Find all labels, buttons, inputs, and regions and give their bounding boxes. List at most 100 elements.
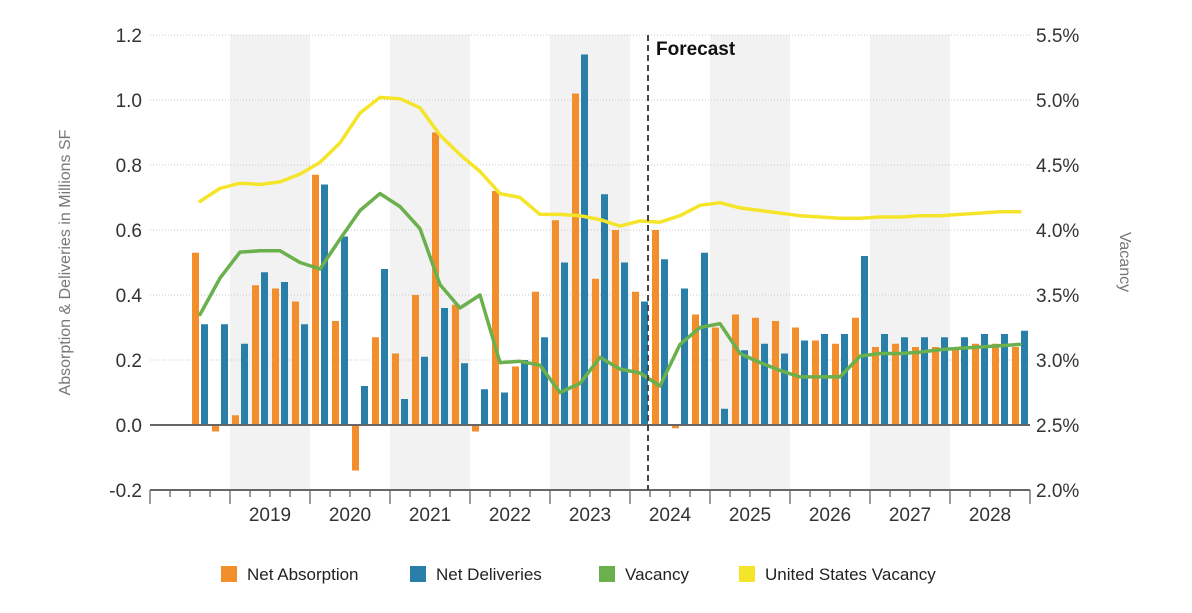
bar-net-absorption xyxy=(532,291,539,425)
bar-net-absorption xyxy=(612,230,619,425)
bar-net-deliveries xyxy=(421,356,428,425)
bar-net-absorption xyxy=(912,347,919,425)
bar-net-absorption xyxy=(872,347,879,425)
legend-swatch xyxy=(739,566,755,582)
bar-net-deliveries xyxy=(221,324,228,425)
bar-net-absorption xyxy=(352,425,359,471)
bar-net-deliveries xyxy=(741,350,748,425)
bar-net-deliveries xyxy=(201,324,208,425)
bar-net-absorption xyxy=(552,220,559,425)
bar-net-deliveries xyxy=(661,259,668,425)
y-tick-label: 0.4 xyxy=(116,286,143,307)
bar-net-deliveries xyxy=(861,256,868,425)
bar-net-deliveries xyxy=(461,363,468,425)
y-tick-label: 1.0 xyxy=(116,91,142,112)
bar-net-absorption xyxy=(672,425,679,429)
bar-net-deliveries xyxy=(481,389,488,425)
bar-net-deliveries xyxy=(341,236,348,425)
line-series xyxy=(198,95,1022,395)
x-tick-label: 2026 xyxy=(809,505,851,526)
y2-tick-label: 3.0% xyxy=(1036,351,1079,372)
bar-net-deliveries xyxy=(621,262,628,425)
bar-net-deliveries xyxy=(821,334,828,425)
y-tick-label: 0.2 xyxy=(116,351,142,372)
y2-tick-label: 4.5% xyxy=(1036,156,1079,177)
bar-net-deliveries xyxy=(601,194,608,425)
y2-tick-label: 3.5% xyxy=(1036,286,1079,307)
bar-net-deliveries xyxy=(1021,330,1028,425)
bar-net-absorption xyxy=(852,317,859,425)
bar-net-absorption xyxy=(832,343,839,425)
bar-net-absorption xyxy=(652,230,659,425)
bar-net-deliveries xyxy=(301,324,308,425)
bar-net-absorption xyxy=(812,340,819,425)
bar-net-absorption xyxy=(992,343,999,425)
bar-net-absorption xyxy=(952,347,959,425)
bar-net-deliveries xyxy=(441,308,448,425)
y-tick-label: 0.0 xyxy=(116,416,142,437)
bar-net-deliveries xyxy=(961,337,968,425)
legend-label: Net Deliveries xyxy=(436,565,542,584)
bar-net-deliveries xyxy=(281,282,288,425)
y-tick-label: 0.6 xyxy=(116,221,142,242)
bar-net-deliveries xyxy=(841,334,848,425)
bar-net-deliveries xyxy=(801,340,808,425)
y2-tick-label: 5.5% xyxy=(1036,26,1079,47)
bar-net-absorption xyxy=(432,132,439,425)
bar-net-absorption xyxy=(772,321,779,425)
legend-label: Net Absorption xyxy=(247,565,359,584)
forecast-marker: Forecast xyxy=(647,35,736,490)
bar-net-deliveries xyxy=(701,252,708,425)
bar-net-deliveries xyxy=(541,337,548,425)
line-vacancy xyxy=(198,191,1022,395)
x-tick-label: 2019 xyxy=(249,505,291,526)
bar-net-absorption xyxy=(312,174,319,425)
bar-net-absorption xyxy=(732,314,739,425)
x-tick-label: 2020 xyxy=(329,505,371,526)
y-tick-label: -0.2 xyxy=(109,481,142,502)
bar-net-absorption xyxy=(752,317,759,425)
bar-net-deliveries xyxy=(921,337,928,425)
x-tick-label: 2022 xyxy=(489,505,531,526)
bar-net-absorption xyxy=(932,347,939,425)
line-united-states-vacancy xyxy=(198,95,1022,228)
y2-tick-label: 5.0% xyxy=(1036,91,1079,112)
legend-label: United States Vacancy xyxy=(765,565,936,584)
bar-net-deliveries xyxy=(381,269,388,425)
bar-net-absorption xyxy=(452,304,459,425)
bar-net-absorption xyxy=(232,415,239,425)
bar-net-deliveries xyxy=(241,343,248,425)
bar-net-deliveries xyxy=(361,386,368,425)
bar-net-absorption xyxy=(212,425,219,432)
bar-series xyxy=(192,54,1028,471)
bar-net-deliveries xyxy=(781,353,788,425)
y2-tick-label: 2.0% xyxy=(1036,481,1079,502)
x-tick-label: 2023 xyxy=(569,505,611,526)
bar-net-absorption xyxy=(492,191,499,425)
bar-net-absorption xyxy=(412,295,419,425)
y2-tick-label: 2.5% xyxy=(1036,416,1079,437)
bar-net-absorption xyxy=(1012,347,1019,425)
bar-net-absorption xyxy=(392,353,399,425)
y2-axis-title: Vacancy xyxy=(1116,232,1133,292)
bar-net-absorption xyxy=(972,343,979,425)
bar-net-absorption xyxy=(252,285,259,425)
bar-net-absorption xyxy=(472,425,479,432)
bar-net-absorption xyxy=(892,343,899,425)
bar-net-absorption xyxy=(372,337,379,425)
legend: Net Absorption Net Deliveries Vacancy Unite… xyxy=(221,565,936,584)
bar-net-deliveries xyxy=(321,184,328,425)
x-tick-label: 2027 xyxy=(889,505,931,526)
bar-net-absorption xyxy=(692,314,699,425)
y-tick-label: 1.2 xyxy=(116,26,142,47)
bar-net-deliveries xyxy=(561,262,568,425)
bar-net-deliveries xyxy=(681,288,688,425)
bar-net-deliveries xyxy=(521,360,528,425)
bar-net-deliveries xyxy=(941,337,948,425)
y2-tick-label: 4.0% xyxy=(1036,221,1079,242)
bar-net-deliveries xyxy=(721,408,728,425)
bar-net-absorption xyxy=(512,366,519,425)
bar-net-absorption xyxy=(332,321,339,425)
x-tick-label: 2028 xyxy=(969,505,1011,526)
